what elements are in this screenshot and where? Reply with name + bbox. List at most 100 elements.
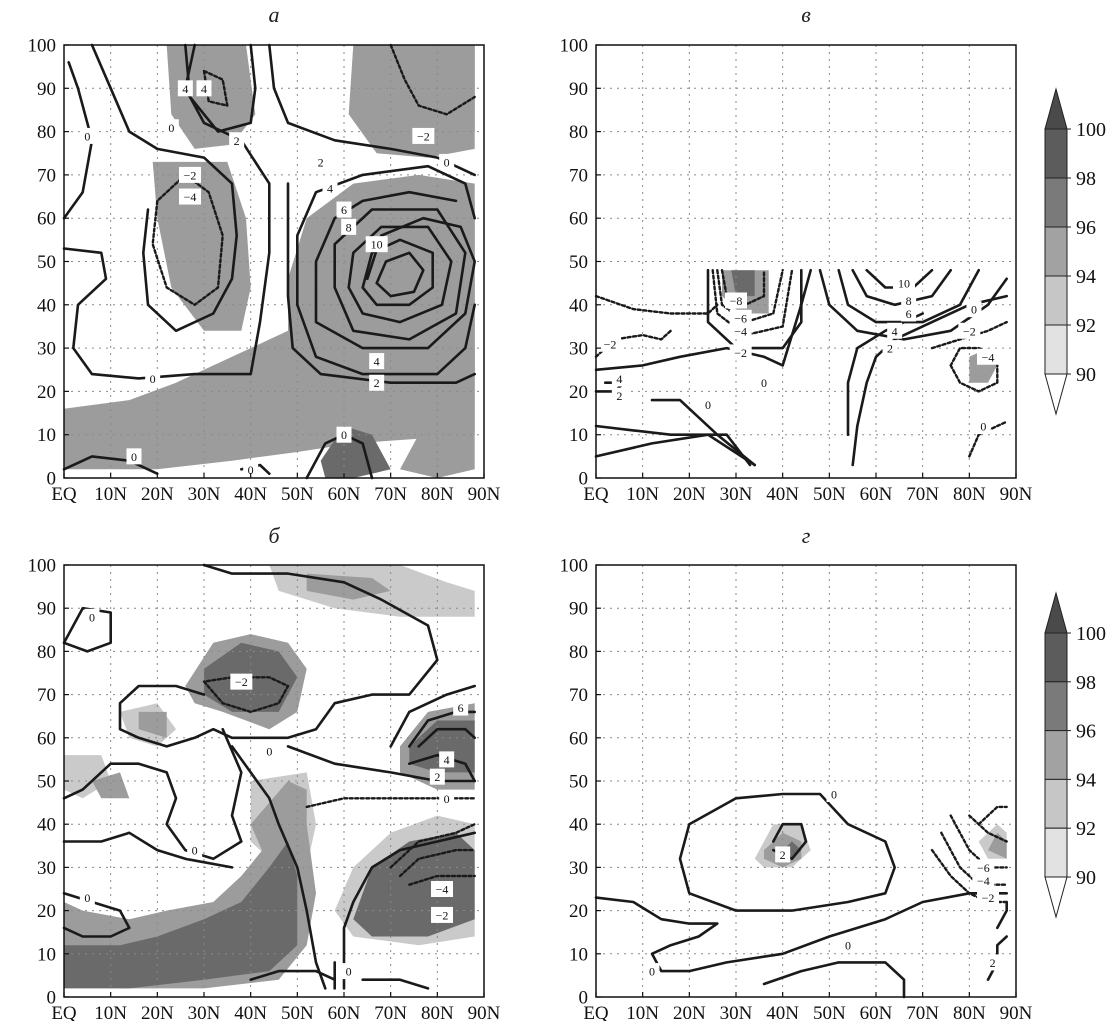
contour-label: 2 xyxy=(780,848,786,862)
contour-label-box xyxy=(431,881,453,897)
x-tick-label: 10N xyxy=(94,1003,127,1021)
panel-b-x-axis: EQ 10N 20N 30N 40N 50N 60N 70N 80N 90N xyxy=(51,992,501,1021)
x-tick-label: 70N xyxy=(374,484,407,505)
contour-label-box xyxy=(196,80,212,97)
contour-label: 4 xyxy=(201,82,207,96)
contour-label: 0 xyxy=(705,398,711,412)
colorbar-tick-label: 90 xyxy=(1076,867,1096,889)
x-tick-label: 30N xyxy=(720,1003,753,1021)
x-tick-label: 40N xyxy=(766,484,799,505)
x-tick-label: 70N xyxy=(906,484,939,505)
y-tick-label: 10 xyxy=(569,425,588,446)
contour-label-box xyxy=(243,461,259,478)
contour-line-6 xyxy=(62,831,234,869)
y-tick-label: 90 xyxy=(37,79,56,100)
y-tick-label: 80 xyxy=(569,642,588,663)
contour-label-box xyxy=(341,218,357,235)
contour-label-box xyxy=(431,906,453,923)
x-tick-label: 70N xyxy=(906,1003,939,1021)
contour-label-box xyxy=(79,127,95,144)
contour-label: 4 xyxy=(182,82,188,96)
panel-v-y-axis: 0 10 20 30 40 50 60 70 80 90 100 xyxy=(560,36,601,490)
contour-label-box xyxy=(644,963,660,980)
contour-label: 4 xyxy=(327,181,333,195)
y-tick-label: 90 xyxy=(37,599,56,620)
colorbar-bottom-arrow xyxy=(1044,876,1068,919)
contour-label: 0 xyxy=(192,844,198,858)
contour-line-4 xyxy=(762,961,906,999)
x-tick-label: 80N xyxy=(421,484,454,505)
contour-label: −4 xyxy=(982,350,995,364)
panel-a-x-axis: EQ 10N 20N 30N 40N 50N 60N 70N 80N 90N xyxy=(51,473,501,505)
contour-label: 10 xyxy=(898,277,910,291)
contour-label-box xyxy=(336,426,352,443)
contour-label: 2 xyxy=(616,389,622,403)
shaded-region-10 xyxy=(92,772,130,799)
contour-line-15 xyxy=(837,268,981,324)
contour-label: 2 xyxy=(374,376,380,390)
contour-label: −2 xyxy=(417,129,430,143)
y-tick-label: 90 xyxy=(569,599,588,620)
x-tick-label: 10N xyxy=(626,1003,659,1021)
x-tick-label: 80N xyxy=(953,484,986,505)
contour-label-box xyxy=(599,335,621,352)
y-tick-label: 100 xyxy=(28,556,57,577)
x-tick-label: 60N xyxy=(860,1003,893,1021)
contour-label-box xyxy=(729,322,752,339)
contour-line-20 xyxy=(361,978,430,990)
x-tick-label: 40N xyxy=(234,484,267,505)
contour-label-box xyxy=(966,301,982,318)
contour-label: 4 xyxy=(374,355,380,369)
colorbar-tick-label: 92 xyxy=(1076,818,1096,840)
colorbar-segment xyxy=(1044,226,1068,277)
contour-label-box xyxy=(887,322,903,339)
contour-label-box xyxy=(261,742,277,759)
contour-label: 0 xyxy=(266,744,272,758)
contour-label: 8 xyxy=(346,220,352,234)
y-tick-label: 30 xyxy=(37,858,56,879)
contour-line-13 xyxy=(347,225,453,324)
panel-v-contours xyxy=(594,268,1009,467)
y-tick-label: 100 xyxy=(560,36,589,57)
y-tick-label: 40 xyxy=(569,815,588,836)
y-tick-label: 70 xyxy=(569,165,588,186)
contour-label-box xyxy=(901,292,917,309)
contour-line-4 xyxy=(230,745,327,990)
contour-label-box xyxy=(187,842,203,859)
panel-title-b: б xyxy=(268,523,280,548)
x-tick-label: 30N xyxy=(188,1003,221,1021)
contour-label: 0 xyxy=(761,376,767,390)
y-tick-label: 10 xyxy=(569,944,588,965)
contour-label: 0 xyxy=(845,939,851,953)
contour-label: 10 xyxy=(371,238,383,252)
colorbar-segment xyxy=(1044,275,1068,326)
panel-v-grid xyxy=(596,45,1016,478)
colorbar-tick-label: 100 xyxy=(1076,119,1106,141)
contour-label-box xyxy=(336,201,352,218)
y-tick-label: 20 xyxy=(569,901,588,922)
colorbar-tick-label: 90 xyxy=(1076,364,1096,386)
y-tick-label: 0 xyxy=(47,469,57,490)
contour-line-13 xyxy=(706,268,803,350)
contour-label: −6 xyxy=(734,311,747,325)
contour-line-7 xyxy=(949,814,1008,869)
contour-label-box xyxy=(901,305,917,322)
y-tick-label: 10 xyxy=(37,425,56,446)
contour-line-8 xyxy=(389,43,476,116)
contour-label: −4 xyxy=(436,883,449,897)
panel-b-grid xyxy=(64,565,484,997)
colorbar-top-arrow xyxy=(1044,591,1068,634)
contour-label-box xyxy=(729,309,752,326)
contour-label: 2 xyxy=(990,956,996,970)
contour-label-box xyxy=(725,292,747,309)
contour-label: 0 xyxy=(831,787,837,801)
x-tick-label: 50N xyxy=(281,484,314,505)
contour-line-2 xyxy=(90,43,238,333)
contour-label: 0 xyxy=(131,450,137,464)
contour-label-box xyxy=(230,673,253,690)
contour-label-box xyxy=(977,889,999,906)
y-tick-label: 0 xyxy=(579,469,589,490)
